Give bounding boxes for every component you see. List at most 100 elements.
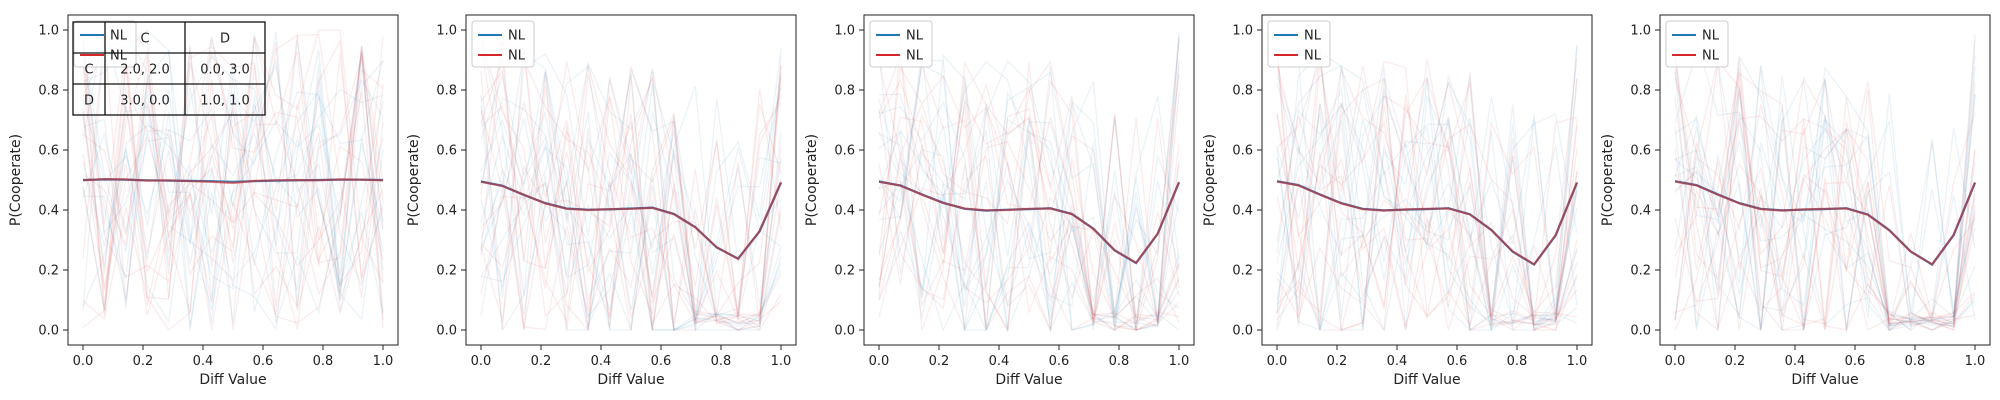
faint-trace-line	[1276, 89, 1578, 331]
y-tick-label: 0.6	[38, 144, 59, 159]
x-tick-label: 0.2	[133, 354, 154, 369]
axes-frame	[1261, 14, 1593, 346]
x-tick-label: 0.4	[193, 354, 214, 369]
x-tick-label: 0.0	[471, 354, 492, 369]
faint-trace-line	[1674, 79, 1976, 327]
faint-trace-line	[878, 82, 1180, 325]
faint-trace-line	[1276, 44, 1578, 331]
faint-trace-line	[1674, 93, 1976, 318]
subplot-2: 0.0 0.2 0.4 0.6 0.8 1.0 0.0 0.2 0.4 0.6 0.8 1.0 Diff…	[406, 14, 797, 388]
y-tick-label: 0.2	[38, 264, 59, 279]
faint-trace-line	[82, 89, 384, 312]
legend: NL NL	[869, 20, 933, 68]
x-tick-label: 0.0	[1267, 354, 1288, 369]
legend-label: NL	[508, 29, 526, 44]
y-tick-label: 0.2	[1232, 264, 1253, 279]
y-axis-label: P(Cooperate)	[8, 134, 24, 226]
legend: NL NL	[471, 20, 535, 68]
x-axis-label: Diff Value	[1393, 372, 1460, 388]
faint-trace-line	[878, 103, 1180, 331]
faint-trace-line	[878, 118, 1180, 333]
faint-trace-line	[878, 66, 1180, 331]
faint-trace-line	[480, 130, 782, 320]
faint-trace-line	[480, 41, 782, 321]
y-tick-label: 1.0	[1630, 24, 1651, 39]
faint-trace-line	[1276, 44, 1578, 331]
legend-label: NL	[906, 29, 924, 44]
faint-trace-line	[480, 70, 782, 331]
faint-trace-line	[82, 60, 384, 216]
faint-trace-line	[1276, 59, 1578, 326]
faint-trace-line	[480, 40, 782, 331]
y-tick-label: 0.8	[436, 84, 457, 99]
faint-trace-line	[480, 36, 782, 331]
faint-trace-line	[1674, 66, 1976, 332]
faint-trace-line	[480, 47, 782, 331]
faint-trace-line	[480, 41, 782, 331]
legend-label: NL	[110, 49, 128, 64]
x-axis-label: Diff Value	[995, 372, 1062, 388]
faint-trace-line	[82, 91, 384, 321]
subplot-4: 0.0 0.2 0.4 0.6 0.8 1.0 0.0 0.2 0.4 0.6 0.8 1.0 Diff…	[1202, 14, 1593, 388]
faint-trace-line	[82, 63, 384, 301]
x-tick-label: 1.0	[373, 354, 394, 369]
faint-trace-line	[1674, 55, 1976, 331]
x-tick-label: 0.2	[929, 354, 950, 369]
faint-trace-line	[480, 64, 782, 331]
faint-trace-line	[878, 86, 1180, 322]
x-tick-label: 1.0	[1567, 354, 1588, 369]
x-tick-label: 0.8	[1109, 354, 1130, 369]
faint-trace-line	[82, 45, 384, 311]
faint-trace-line	[878, 64, 1180, 328]
faint-traces	[878, 32, 1180, 333]
faint-trace-line	[1276, 50, 1578, 331]
faint-trace-line	[82, 31, 384, 311]
faint-trace-line	[1674, 104, 1976, 333]
faint-trace-line	[1674, 51, 1976, 331]
faint-trace-line	[1276, 78, 1578, 331]
faint-trace-line	[878, 73, 1180, 333]
faint-traces	[1276, 38, 1578, 333]
x-tick-label: 0.4	[1387, 354, 1408, 369]
series-line-red	[82, 177, 384, 185]
series-line-red	[1674, 180, 1977, 266]
faint-trace-line	[878, 63, 1180, 331]
faint-trace-line	[82, 35, 384, 270]
y-tick-label: 0.4	[436, 204, 457, 219]
table-cell: 0.0, 3.0	[200, 63, 250, 78]
faint-trace-line	[878, 65, 1180, 331]
faint-trace-line	[1674, 74, 1976, 331]
faint-trace-line	[1276, 80, 1578, 332]
x-tick-label: 0.2	[531, 354, 552, 369]
y-tick-label: 0.2	[834, 264, 855, 279]
table-header-cell: D	[220, 32, 230, 47]
y-tick-label: 0.0	[1232, 324, 1253, 339]
legend-label: NL	[508, 49, 526, 64]
x-tick-label: 0.4	[989, 354, 1010, 369]
faint-trace-line	[82, 44, 384, 313]
faint-trace-line	[1674, 52, 1976, 331]
legend: NL NL	[1665, 20, 1729, 68]
faint-trace-line	[1276, 74, 1578, 330]
x-tick-label: 1.0	[771, 354, 792, 369]
faint-trace-line	[878, 107, 1180, 331]
legend: NL NL	[1267, 20, 1331, 68]
series-line-red	[878, 180, 1181, 265]
x-tick-label: 1.0	[1169, 354, 1190, 369]
faint-trace-line	[82, 44, 384, 330]
faint-trace-line	[480, 47, 782, 332]
y-tick-label: 0.4	[834, 204, 855, 219]
subplot-5: 0.0 0.2 0.4 0.6 0.8 1.0 0.0 0.2 0.4 0.6 0.8 1.0 Diff…	[1600, 14, 1991, 388]
table-cell: 1.0, 1.0	[200, 94, 250, 109]
faint-trace-line	[878, 60, 1180, 326]
y-tick-label: 0.8	[1630, 84, 1651, 99]
faint-trace-line	[1276, 46, 1578, 331]
faint-trace-line	[1674, 76, 1976, 332]
x-tick-label: 0.2	[1725, 354, 1746, 369]
y-tick-label: 0.2	[436, 264, 457, 279]
faint-trace-line	[480, 38, 782, 331]
x-tick-label: 0.0	[73, 354, 94, 369]
series-line-red	[1276, 180, 1579, 266]
x-tick-label: 1.0	[1965, 354, 1986, 369]
legend-label: NL	[906, 49, 924, 64]
